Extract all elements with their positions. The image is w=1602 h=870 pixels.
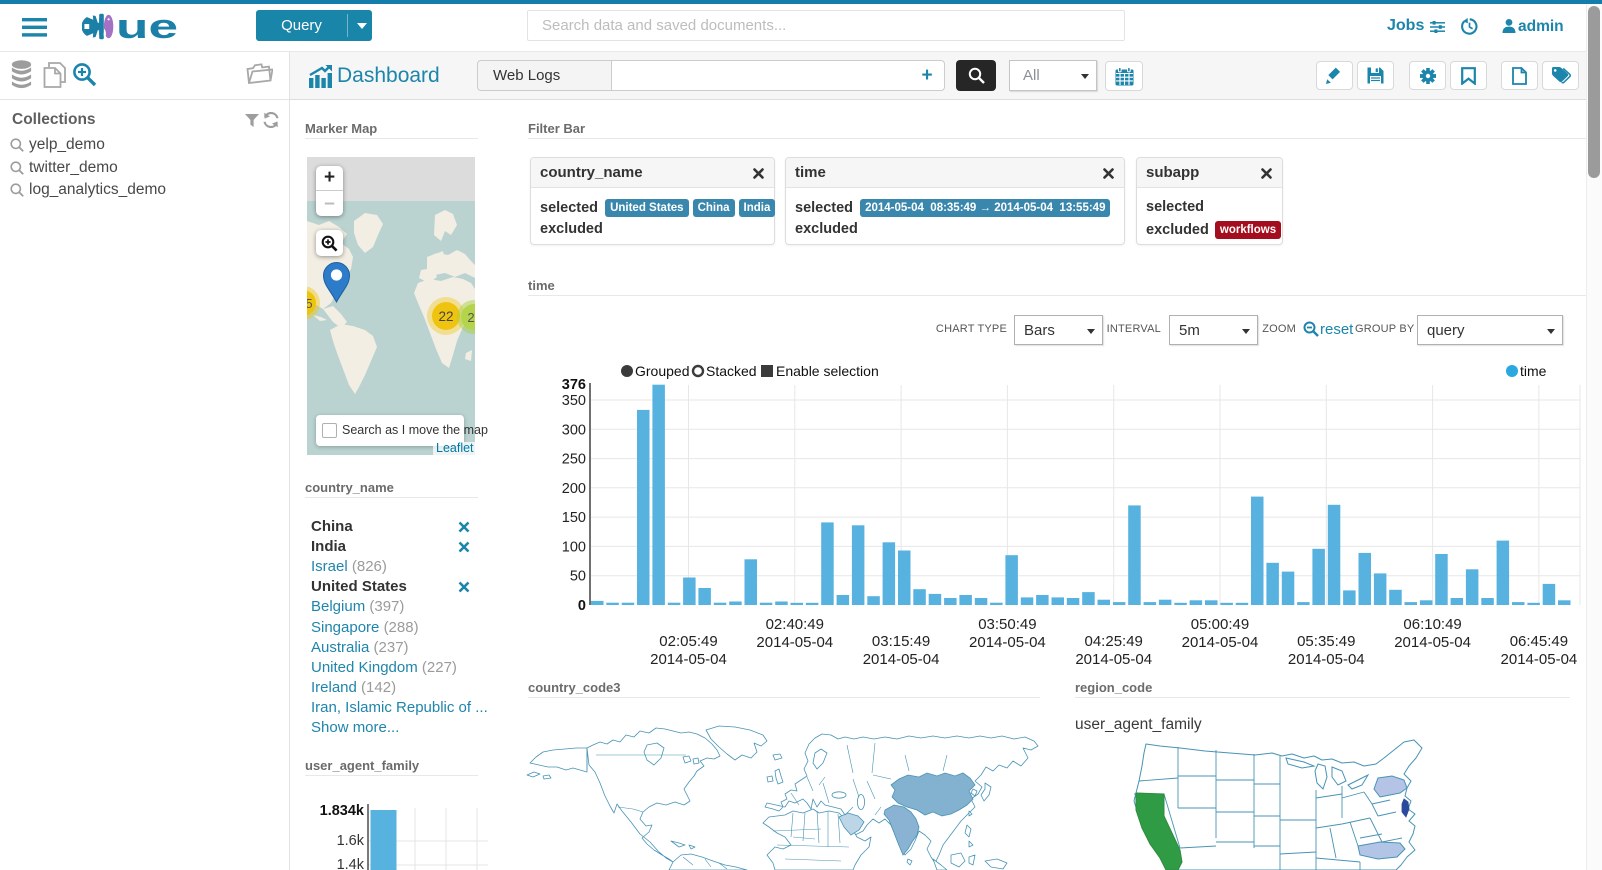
svg-text:200: 200 [562,481,586,497]
svg-text:2014-05-04: 2014-05-04 [863,651,940,668]
svg-text:Enable selection: Enable selection [776,363,879,379]
svg-text:2014-05-04: 2014-05-04 [1501,651,1578,668]
svg-text:2014-05-04: 2014-05-04 [756,634,833,651]
svg-text:02:05:49: 02:05:49 [659,633,717,650]
svg-text:05:35:49: 05:35:49 [1297,633,1355,650]
svg-text:0: 0 [578,598,586,614]
svg-text:2014-05-04: 2014-05-04 [1394,634,1471,651]
svg-text:1.4k: 1.4k [337,857,365,870]
svg-text:1.6k: 1.6k [337,833,365,849]
svg-text:2014-05-04: 2014-05-04 [969,634,1046,651]
svg-text:2: 2 [467,310,474,325]
svg-text:50: 50 [570,569,586,585]
svg-text:04:25:49: 04:25:49 [1085,633,1143,650]
svg-text:2014-05-04: 2014-05-04 [1182,634,1259,651]
svg-text:Stacked: Stacked [706,363,757,379]
svg-text:03:15:49: 03:15:49 [872,633,930,650]
svg-text:100: 100 [562,539,586,555]
svg-text:1.834k: 1.834k [320,803,365,819]
svg-text:5: 5 [307,296,313,311]
svg-text:02:40:49: 02:40:49 [766,616,824,633]
svg-text:22: 22 [438,309,453,324]
svg-text:376: 376 [562,377,586,393]
svg-text:Grouped: Grouped [635,363,689,379]
svg-text:03:50:49: 03:50:49 [978,616,1036,633]
svg-text:2014-05-04: 2014-05-04 [650,651,727,668]
svg-text:ue: ue [116,13,178,40]
svg-text:time: time [1520,363,1547,379]
svg-text:06:45:49: 06:45:49 [1510,633,1568,650]
svg-text:300: 300 [562,422,586,438]
svg-text:2014-05-04: 2014-05-04 [1288,651,1365,668]
svg-text:06:10:49: 06:10:49 [1403,616,1461,633]
svg-text:2014-05-04: 2014-05-04 [1075,651,1152,668]
svg-text:05:00:49: 05:00:49 [1191,616,1249,633]
svg-text:250: 250 [562,452,586,468]
svg-text:150: 150 [562,510,586,526]
svg-text:350: 350 [562,393,586,409]
